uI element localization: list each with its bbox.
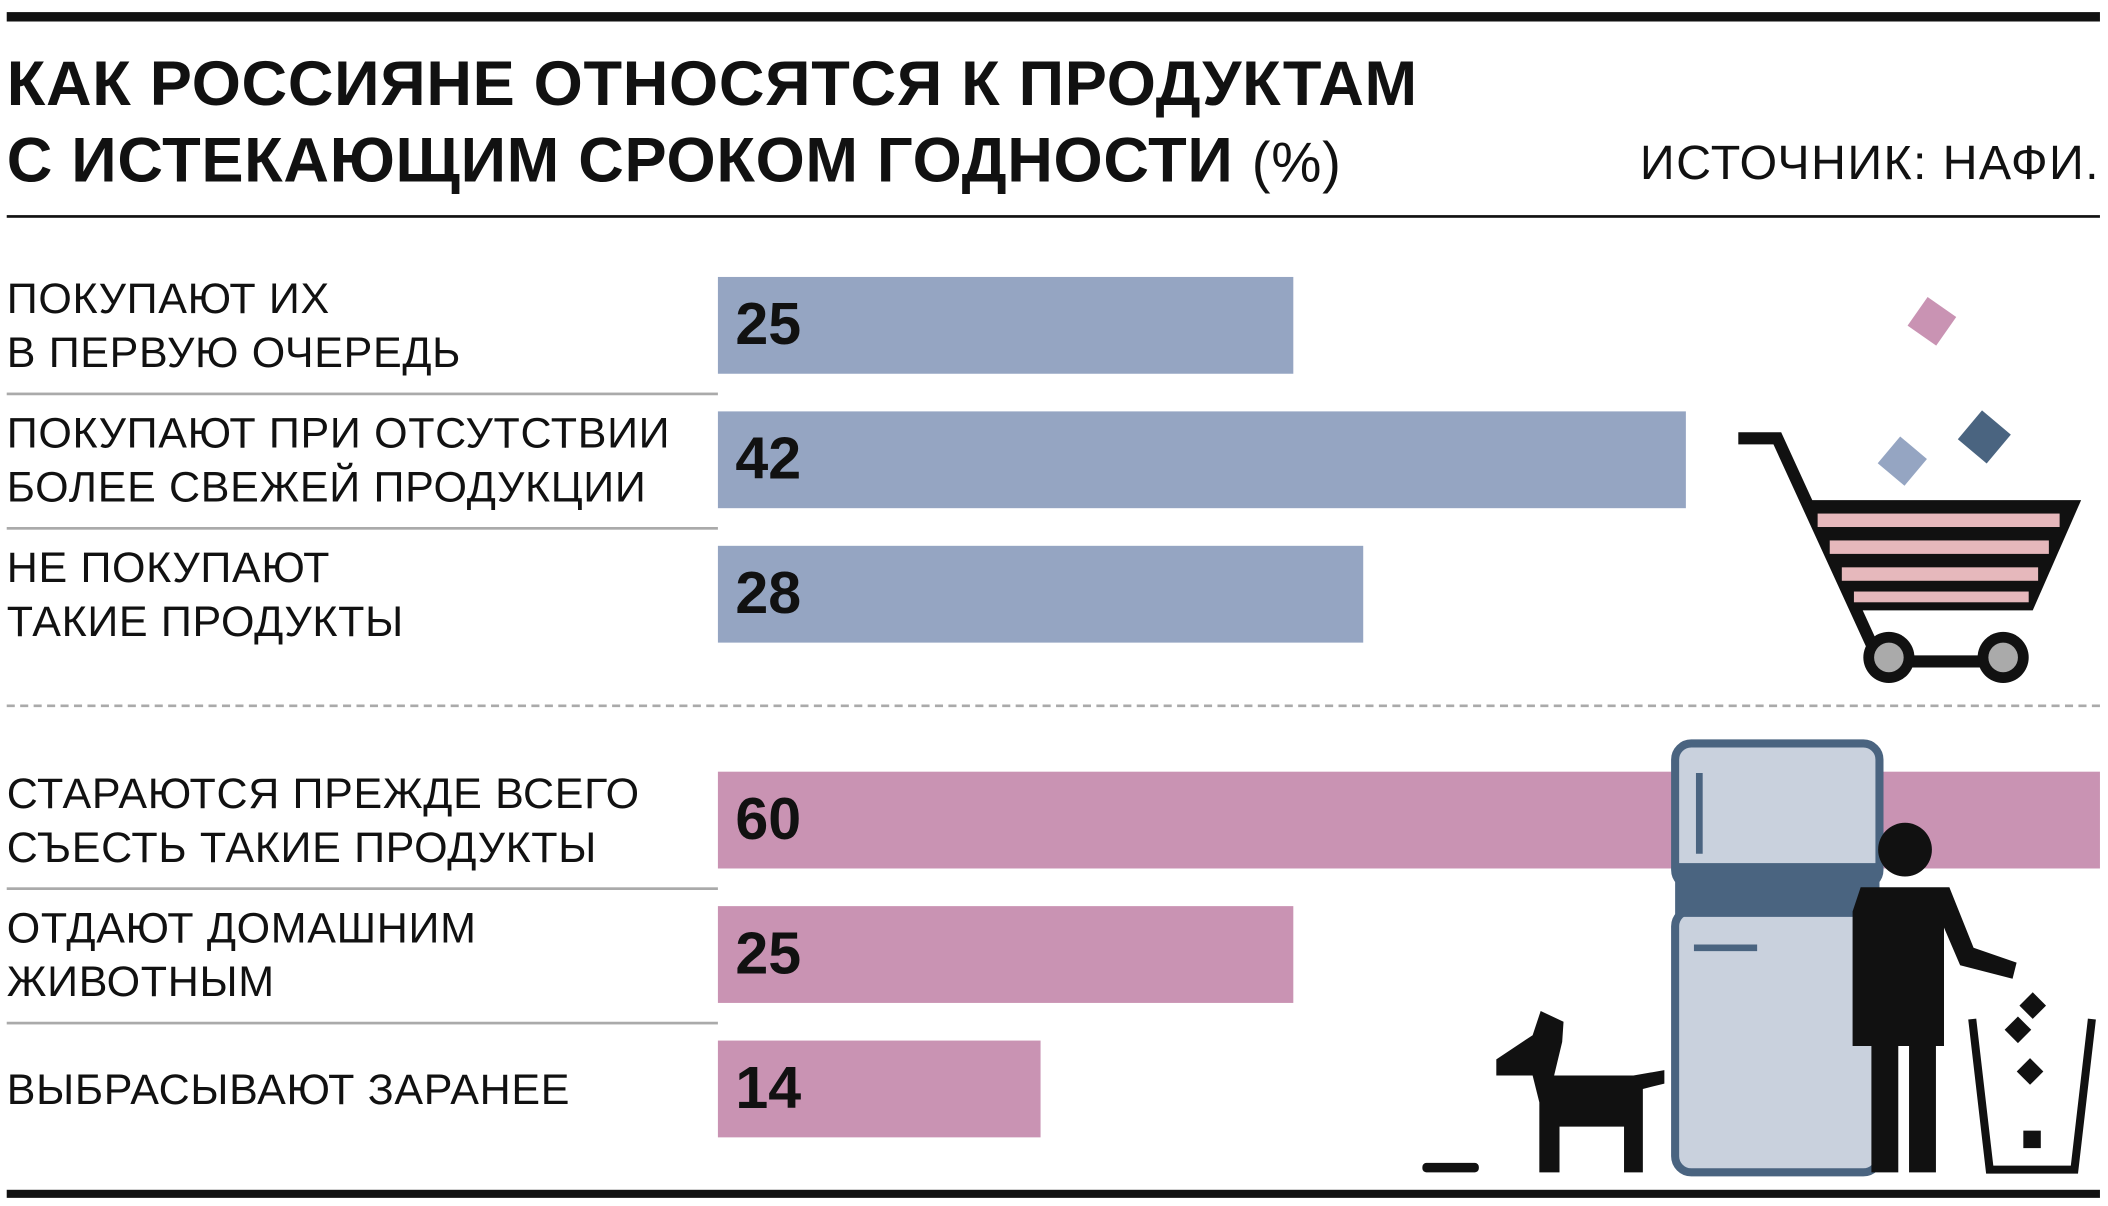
bar (717, 411, 1686, 509)
unit: (%) (1251, 130, 1342, 194)
bar (717, 906, 1294, 1003)
category-label: ВЫБРАСЫВАЮТ ЗАРАНЕЕ (6, 1064, 571, 1114)
cart-icon (1738, 296, 2082, 683)
fridge-icon (1671, 739, 1884, 1177)
header-rule (6, 215, 2100, 218)
dog-icon (1422, 1010, 1665, 1173)
value-label: 14 (735, 1055, 802, 1122)
row-separator (6, 392, 718, 396)
value-label: 60 (735, 786, 802, 853)
bar (717, 276, 1294, 374)
row-separator (6, 887, 718, 890)
source: ИСТОЧНИК: НАФИ. (1639, 134, 2100, 190)
person-icon (1852, 822, 2017, 1173)
category-label: ОТДАЮТ ДОМАШНИМ ЖИВОТНЫМ (6, 903, 477, 1006)
row-separator (6, 527, 718, 530)
category-label: ПОКУПАЮТ ПРИ ОТСУТСТВИИ БОЛЕЕ СВЕЖЕЙ ПРО… (6, 408, 671, 511)
chart-title: КАК РОССИЯНЕ ОТНОСЯТСЯ К ПРОДУКТАМ С ИСТ… (6, 47, 1418, 195)
bottom-rule (6, 1189, 2100, 1198)
category-label: ПОКУПАЮТ ИХ В ПЕРВУЮ ОЧЕРЕДЬ (6, 274, 462, 377)
title-block: КАК РОССИЯНЕ ОТНОСЯТСЯ К ПРОДУКТАМ С ИСТ… (7, 44, 1418, 200)
row-separator (6, 1021, 718, 1025)
group-divider (6, 704, 2100, 708)
bar (717, 545, 1363, 643)
top-rule (6, 12, 2100, 22)
value-label: 42 (735, 426, 802, 493)
category-label: НЕ ПОКУПАЮТ ТАКИЕ ПРОДУКТЫ (6, 543, 404, 646)
value-label: 25 (735, 291, 802, 358)
value-label: 25 (735, 920, 802, 987)
value-label: 28 (735, 560, 802, 627)
category-label: СТАРАЮТСЯ ПРЕЖДЕ ВСЕГО СЪЕСТЬ ТАКИЕ ПРОД… (6, 768, 640, 872)
bar (717, 1040, 1041, 1138)
bin-icon (1968, 992, 2096, 1174)
